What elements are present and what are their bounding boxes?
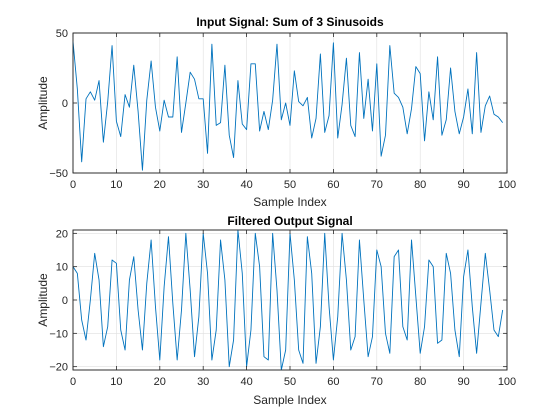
x-axis-label: Sample Index bbox=[253, 393, 326, 407]
y-tick-label: −10 bbox=[49, 328, 68, 340]
x-tick-label: 10 bbox=[110, 376, 122, 388]
x-axis-label: Sample Index bbox=[253, 195, 326, 209]
y-axis-label: Amplitude bbox=[36, 76, 50, 130]
x-tick-label: 100 bbox=[498, 179, 516, 191]
chart-title: Filtered Output Signal bbox=[227, 214, 352, 228]
x-tick-label: 0 bbox=[70, 179, 76, 191]
filtered-output-plot: 0 10 20 30 40 50 60 70 80 90 100 −20 −10 0 10 20 Filtere… bbox=[36, 214, 516, 407]
x-tick-label: 0 bbox=[70, 376, 76, 388]
x-tick-label: 100 bbox=[498, 376, 516, 388]
x-tick-label: 70 bbox=[371, 179, 383, 191]
x-tick-label: 10 bbox=[110, 179, 122, 191]
x-tick-label: 40 bbox=[240, 376, 252, 388]
y-tick-label: −20 bbox=[49, 362, 68, 374]
series-line bbox=[72, 229, 504, 371]
x-tick-label: 60 bbox=[327, 179, 339, 191]
y-tick-label: 0 bbox=[62, 295, 68, 307]
x-tick-label: 20 bbox=[154, 179, 166, 191]
x-tick-label: 80 bbox=[414, 179, 426, 191]
x-tick-label: 30 bbox=[197, 179, 209, 191]
y-axis-label: Amplitude bbox=[36, 273, 50, 327]
y-tick-label: 10 bbox=[56, 262, 68, 274]
chart-title: Input Signal: Sum of 3 Sinusoids bbox=[196, 15, 384, 29]
x-tick-label: 50 bbox=[284, 179, 296, 191]
x-tick-label: 80 bbox=[414, 376, 426, 388]
x-tick-label: 90 bbox=[457, 179, 469, 191]
x-tick-label: 60 bbox=[327, 376, 339, 388]
y-tick-label: −50 bbox=[49, 168, 68, 180]
x-tick-label: 40 bbox=[240, 179, 252, 191]
y-tick-label: 0 bbox=[62, 98, 68, 110]
x-tick-label: 20 bbox=[154, 376, 166, 388]
y-tick-label: 20 bbox=[56, 228, 68, 240]
series-line bbox=[72, 41, 504, 171]
y-tick-label: 50 bbox=[56, 28, 68, 40]
x-tick-label: 70 bbox=[371, 376, 383, 388]
x-tick-label: 30 bbox=[197, 376, 209, 388]
x-tick-label: 90 bbox=[457, 376, 469, 388]
x-tick-label: 50 bbox=[284, 376, 296, 388]
